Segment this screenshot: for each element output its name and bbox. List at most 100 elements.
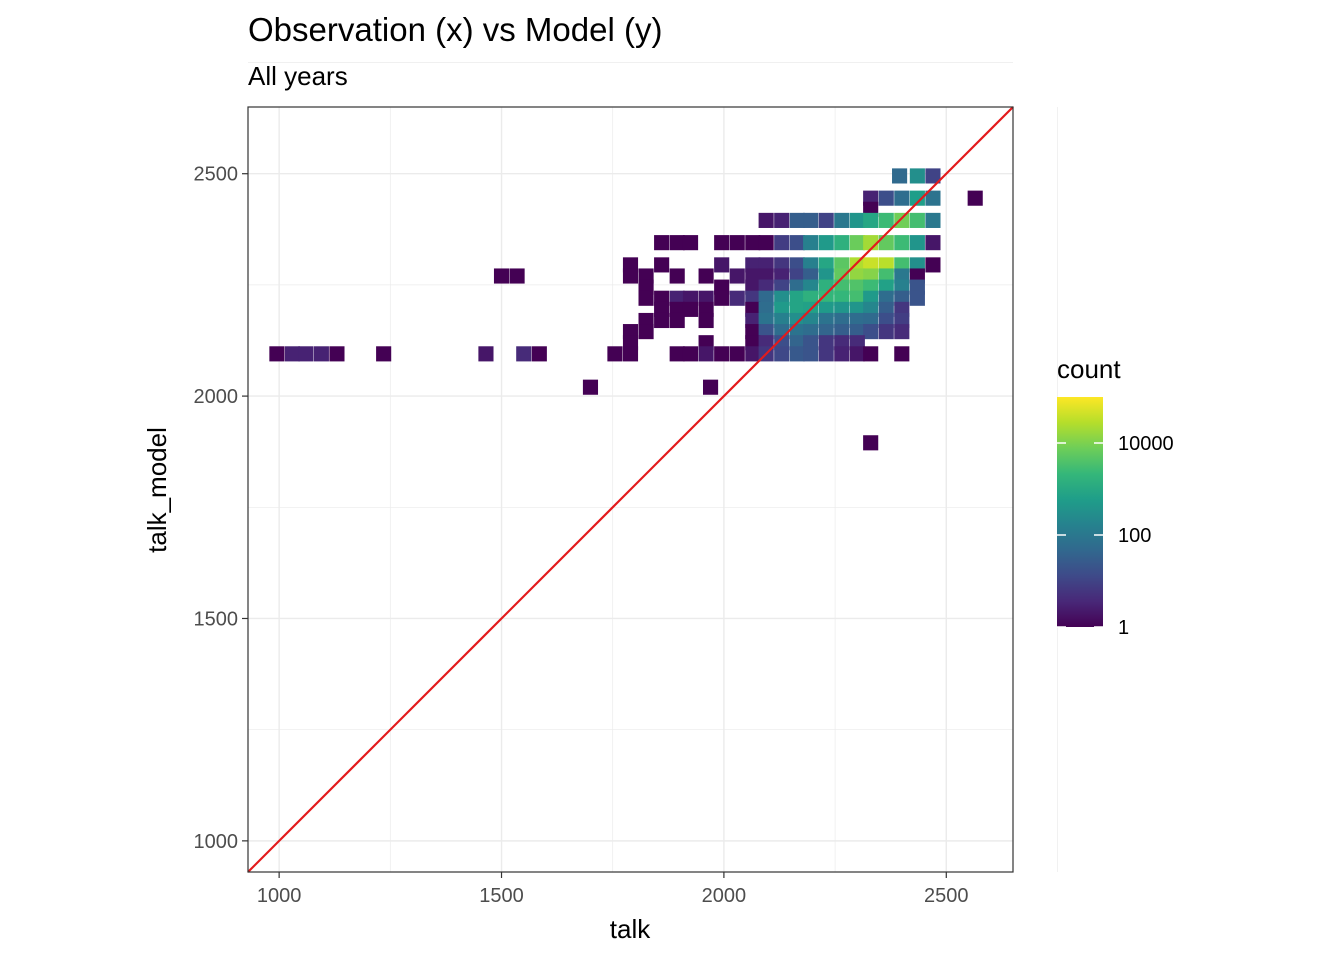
heatmap-cell	[774, 212, 790, 228]
x-axis-title: talk	[610, 914, 651, 944]
heatmap-cell	[925, 212, 941, 228]
heatmap-cell	[909, 212, 925, 228]
heatmap-cell	[834, 346, 850, 362]
heatmap-cell	[834, 212, 850, 228]
heatmap-cell	[878, 212, 894, 228]
heatmap-cell	[654, 312, 670, 329]
heatmap-cell	[894, 324, 910, 340]
heatmap-cell	[698, 268, 714, 284]
heatmap-cell	[818, 212, 834, 228]
heatmap-cell	[638, 324, 654, 340]
heatmap-cell	[669, 235, 685, 251]
heatmap-cell	[638, 290, 654, 306]
heatmap-cell	[803, 212, 819, 228]
heatmap-cell	[516, 346, 532, 362]
heatmap-cell	[714, 235, 730, 251]
heatmap-cell	[849, 212, 865, 228]
heatmap-cell	[878, 324, 894, 340]
heatmap-cell	[967, 190, 983, 206]
heatmap-cell	[531, 346, 547, 362]
heatmap-cell	[669, 346, 685, 362]
heatmap-cell	[909, 190, 925, 206]
legend-label: 100	[1118, 525, 1151, 547]
heatmap-cell	[894, 212, 910, 228]
heatmap-cell	[818, 235, 834, 251]
y-tick-label: 2500	[194, 164, 239, 186]
heatmap-cell	[863, 435, 879, 451]
heatmap-cell	[269, 346, 285, 362]
y-tick-label: 2000	[194, 386, 239, 408]
legend-label: 10000	[1118, 433, 1174, 455]
heatmap-cell	[863, 324, 879, 340]
heatmap-cell	[745, 346, 761, 362]
heatmap-cell	[878, 235, 894, 251]
heatmap-cell	[894, 235, 910, 251]
heatmap-cell	[478, 346, 494, 362]
y-tick-label: 1500	[194, 608, 239, 630]
heatmap-cell	[509, 268, 525, 284]
heatmap-cell	[284, 346, 301, 362]
heatmap-cell	[803, 346, 819, 362]
heatmap-cell	[818, 346, 834, 362]
heatmap-cell	[622, 346, 639, 362]
grid-lines	[248, 62, 1058, 872]
heatmap-cell	[758, 212, 774, 228]
heatmap-cell	[925, 168, 941, 184]
heatmap-cells	[269, 168, 983, 451]
heatmap-cell	[607, 346, 623, 362]
x-tick-label: 2000	[702, 885, 747, 907]
heatmap-cell	[745, 235, 761, 251]
x-tick-label: 1500	[479, 885, 524, 907]
heatmap-cell	[729, 290, 745, 306]
legend: count 1 100 10000	[1057, 354, 1174, 639]
heatmap-cell	[834, 235, 850, 251]
y-axis: 1000 1500 2000 2500	[194, 164, 248, 853]
heatmap-cell	[582, 379, 599, 395]
chart-subtitle: All years	[248, 61, 348, 91]
heatmap-cell	[729, 346, 745, 362]
heatmap-cell	[758, 235, 774, 251]
heatmap-cell	[654, 257, 670, 273]
heatmap-cell	[909, 290, 925, 306]
heatmap-cell	[803, 235, 819, 251]
reference-line	[247, 106, 1014, 873]
heatmap-cell	[894, 190, 910, 206]
plot-border	[247, 106, 1014, 873]
heatmap-cell	[909, 168, 925, 184]
x-tick-label: 2500	[924, 885, 969, 907]
heatmap-cell	[682, 346, 699, 362]
heatmap-cell	[622, 268, 639, 284]
legend-label: 1	[1118, 617, 1129, 639]
heatmap-cell	[863, 212, 879, 228]
heatmap-cell	[669, 312, 685, 329]
heatmap-cell	[714, 257, 730, 273]
heatmap-cell	[849, 235, 865, 251]
heatmap-cell	[493, 268, 510, 284]
x-tick-label: 1000	[257, 885, 302, 907]
heatmap-cell	[863, 346, 879, 362]
heatmap-cell	[702, 379, 719, 395]
heatmap-cell	[298, 346, 314, 362]
heatmap-cell	[376, 346, 392, 362]
heatmap-cell	[729, 235, 745, 251]
heatmap-cell	[878, 190, 894, 206]
heatmap-cell	[925, 190, 941, 206]
heatmap-cell	[729, 268, 745, 284]
heatmap-cell	[669, 268, 685, 284]
heatmap-cell	[909, 235, 925, 251]
y-axis-title: talk_model	[142, 427, 172, 553]
heatmap-cell	[654, 235, 670, 251]
reference-line-group	[247, 106, 1014, 873]
colorbar-ticks: 1 100 10000	[1057, 433, 1174, 639]
heatmap-cell	[313, 346, 329, 362]
heatmap-cell	[789, 212, 805, 228]
heatmap-cell	[925, 235, 941, 251]
heatmap-cell	[714, 346, 730, 362]
heatmap-cell	[774, 235, 790, 251]
x-axis: 1000 1500 2000 2500	[257, 872, 969, 907]
heatmap-cell	[789, 346, 805, 362]
chart-title: Observation (x) vs Model (y)	[248, 11, 662, 48]
heatmap-cell	[682, 301, 699, 317]
y-tick-label: 1000	[194, 831, 239, 853]
